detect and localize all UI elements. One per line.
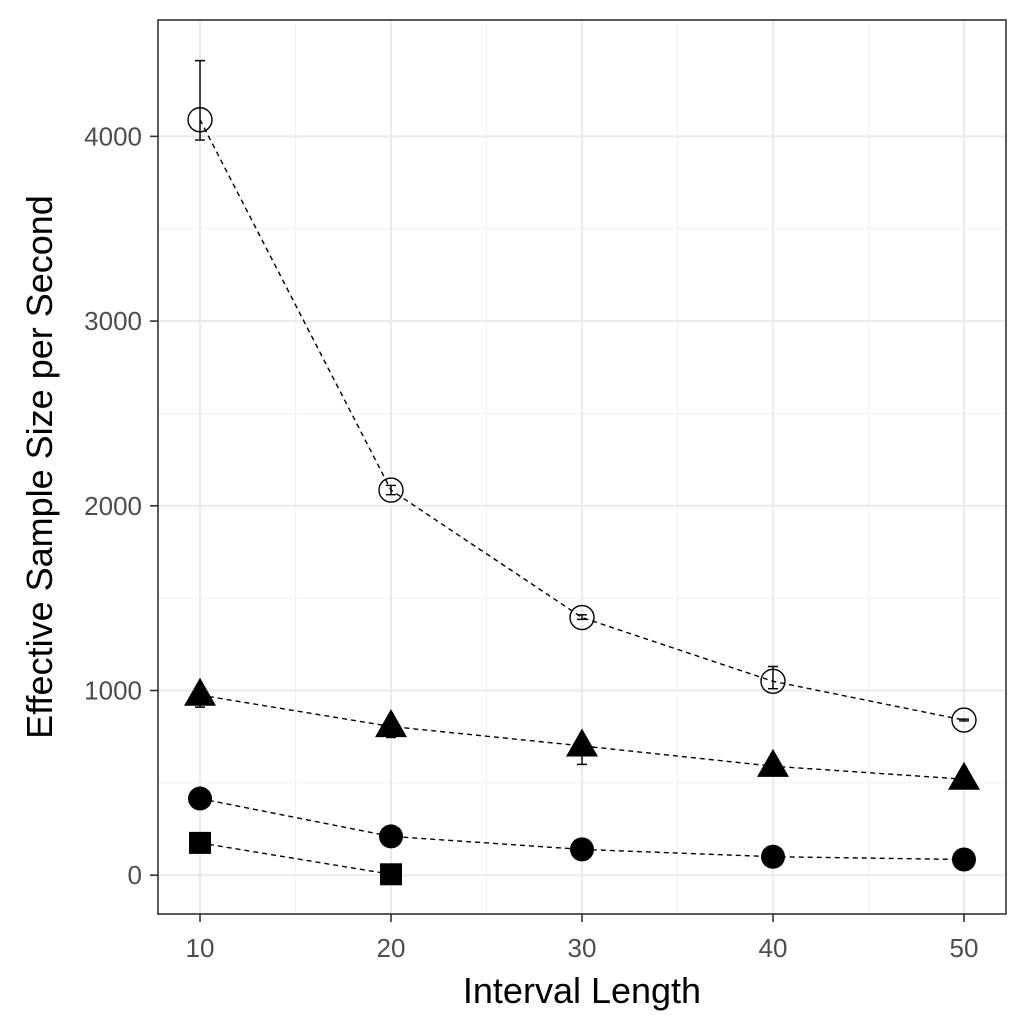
series-open-circle — [187, 59, 977, 733]
error-bar — [386, 484, 397, 496]
x-tick-label: 50 — [950, 933, 979, 963]
x-axis-title: Interval Length — [463, 970, 701, 1011]
error-bar — [767, 665, 778, 690]
y-tick-label: 1000 — [84, 676, 142, 706]
data-point-open-circle — [951, 707, 977, 733]
series-filled-square — [189, 831, 403, 886]
data-point-open-circle — [760, 668, 786, 694]
series-filled-triangle — [184, 677, 980, 790]
y-tick-label: 3000 — [84, 306, 142, 336]
series-line-open-circle — [199, 119, 965, 721]
y-tick-label: 4000 — [84, 121, 142, 151]
series-line-filled-circle — [199, 797, 965, 861]
x-tick-label: 20 — [377, 933, 406, 963]
data-point-filled-square — [380, 863, 403, 886]
data-point-filled-triangle — [566, 728, 598, 757]
data-point-filled-circle — [570, 837, 594, 862]
x-tick-label: 10 — [186, 933, 215, 963]
x-tick-label: 40 — [759, 933, 788, 963]
series-layer — [184, 59, 980, 886]
series-line-filled-triangle — [199, 694, 965, 780]
x-tick-label: 30 — [568, 933, 597, 963]
error-bar — [958, 718, 969, 722]
y-tick-label: 2000 — [84, 491, 142, 521]
data-point-filled-triangle — [947, 761, 980, 790]
data-point-filled-circle — [951, 847, 976, 872]
grid — [158, 20, 1006, 914]
y-axis-title: Effective Sample Size per Second — [19, 195, 60, 739]
error-bar — [577, 614, 587, 621]
y-tick-label: 0 — [128, 860, 142, 890]
data-point-filled-circle — [760, 844, 785, 869]
data-point-filled-triangle — [184, 677, 217, 706]
data-point-filled-circle — [188, 786, 213, 811]
data-point-filled-triangle — [375, 709, 408, 738]
data-point-open-circle — [378, 477, 404, 503]
data-point-open-circle — [569, 604, 595, 631]
data-point-filled-triangle — [756, 748, 789, 777]
data-point-filled-circle — [379, 824, 404, 849]
series-filled-circle — [188, 786, 976, 872]
error-bar — [195, 59, 206, 141]
axes: 10 20 30 40 50 0 1000 2000 3000 4000 — [84, 19, 1007, 963]
data-point-open-circle — [187, 107, 213, 133]
data-point-filled-square — [189, 831, 212, 854]
